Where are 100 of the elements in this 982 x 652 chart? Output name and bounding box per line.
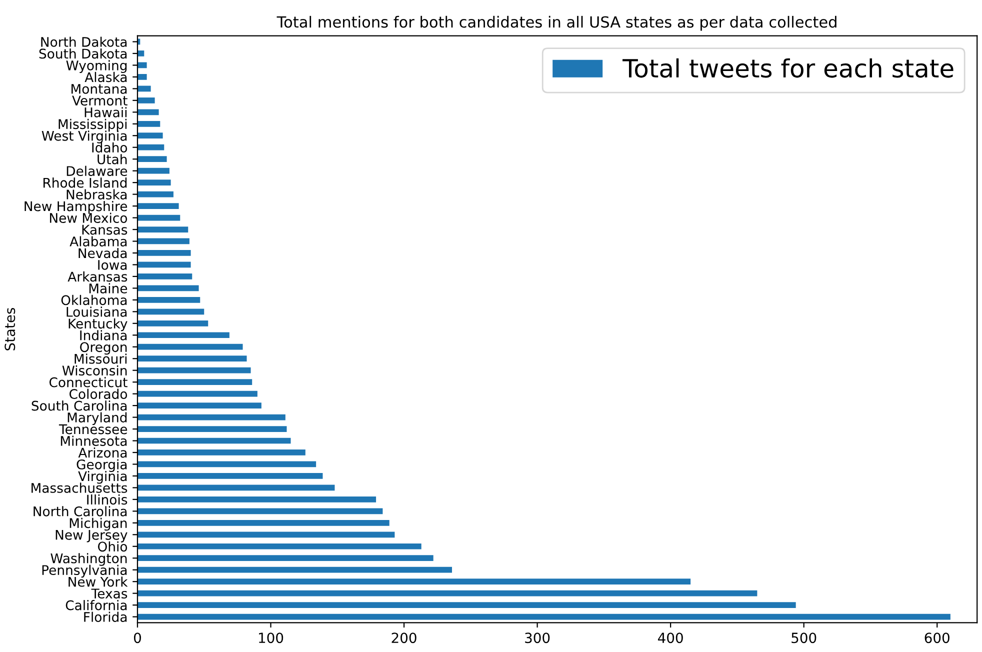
y-tick-label: Arizona (78, 447, 127, 458)
bar (137, 109, 159, 116)
bar (137, 578, 691, 585)
bar (137, 308, 204, 315)
y-tick-label: Minnesota (60, 436, 127, 446)
bar (137, 356, 247, 362)
x-tick-label: 100 (259, 632, 284, 644)
y-tick-label: New Jersey (56, 530, 128, 542)
y-tick-label: North Dakota (41, 36, 127, 47)
bar (137, 156, 167, 162)
bar (137, 473, 323, 479)
x-tick-label: 300 (525, 632, 550, 644)
y-tick-label: Georgia (76, 459, 127, 472)
y-tick-label: Massachusetts (32, 482, 128, 493)
y-tick-label: Maine (89, 283, 128, 294)
y-tick-label: Vermont (72, 96, 128, 106)
bar (137, 296, 200, 303)
bar (137, 414, 286, 420)
y-tick-label: Missouri (74, 354, 127, 364)
bar (137, 203, 179, 209)
bar (137, 320, 208, 326)
bar (137, 566, 452, 573)
x-tick-label: 0 (134, 632, 141, 644)
y-tick-label: West Virginia (42, 130, 127, 144)
y-tick-label: Arkansas (68, 271, 128, 282)
bar (137, 367, 251, 374)
y-tick-label: Wisconsin (62, 365, 127, 376)
legend-label: Total tweets for each state (622, 58, 954, 78)
bar (137, 50, 144, 56)
bar (137, 86, 151, 92)
bar (137, 214, 180, 221)
y-tick-label: South Carolina (32, 400, 127, 411)
bar (137, 379, 252, 386)
bar (137, 120, 160, 127)
bar (137, 450, 306, 456)
bar (137, 274, 192, 280)
y-tick-label: Delaware (66, 166, 128, 176)
y-tick-label: Maryland (68, 412, 127, 426)
y-tick-label: Hawaii (84, 107, 127, 118)
bar (137, 590, 758, 596)
bar (137, 144, 164, 150)
y-tick-label: Louisiana (66, 306, 127, 317)
y-axis-title: States (4, 308, 16, 350)
y-tick-label: Idaho (92, 142, 128, 153)
bar (137, 508, 383, 514)
bar (137, 520, 390, 526)
y-tick-label: Alabama (70, 236, 127, 246)
y-tick-label: Washington (50, 553, 127, 566)
y-tick-label: Virginia (78, 470, 127, 484)
y-tick-label: Michigan (70, 518, 127, 531)
x-tick-label: 400 (658, 632, 683, 644)
y-tick-label: Montana (72, 84, 127, 94)
y-tick-label: Alaska (84, 72, 127, 82)
bar (137, 226, 188, 232)
y-tick-label: Illinois (87, 494, 128, 505)
bar (137, 390, 258, 397)
y-tick-label: Colorado (70, 388, 128, 400)
y-tick-label: Wyoming (66, 60, 127, 73)
y-tick-label: Texas (91, 588, 128, 599)
y-tick-label: California (66, 600, 127, 610)
bar (137, 484, 335, 491)
bar (137, 97, 155, 104)
y-tick-label: New Hampshire (24, 201, 128, 214)
y-tick-label: Mississippi (58, 118, 127, 132)
x-tick-label: 500 (792, 632, 816, 644)
bar (137, 74, 147, 80)
y-tick-label: Connecticut (49, 377, 128, 388)
y-tick-label: Rhode Island (44, 178, 127, 188)
y-tick-label: Florida (84, 612, 127, 622)
y-tick-label: Kentucky (68, 318, 128, 332)
bar (137, 238, 190, 244)
bar (137, 262, 191, 268)
y-tick-label: New Mexico (50, 212, 128, 223)
bar (137, 438, 291, 444)
chart-title: Total mentions for both candidates in all USA states as per data collected (276, 16, 836, 31)
y-tick-label: Nebraska (66, 189, 127, 200)
y-tick-label: Oklahoma (61, 294, 127, 306)
x-tick-label: 600 (924, 632, 950, 644)
bar (137, 62, 147, 68)
bar (137, 402, 262, 408)
y-tick-label: Indiana (80, 330, 127, 340)
bar (137, 555, 434, 562)
bar (137, 496, 376, 502)
bar (137, 426, 287, 432)
bar (137, 602, 796, 608)
bar (137, 132, 163, 139)
y-tick-label: South Dakota (39, 48, 127, 59)
y-tick-label: North Carolina (34, 506, 127, 516)
bar (137, 250, 191, 256)
y-tick-label: New York (68, 576, 128, 587)
bar (137, 332, 230, 338)
y-tick-label: Utah (98, 154, 127, 164)
y-tick-label: Tennessee (58, 424, 128, 434)
bar (137, 344, 243, 350)
bar (137, 532, 395, 538)
bar (137, 191, 174, 198)
y-tick-label: Oregon (80, 342, 127, 355)
y-tick-label: Ohio (98, 541, 128, 552)
x-tick-label: 200 (392, 632, 416, 644)
bar (137, 543, 422, 550)
